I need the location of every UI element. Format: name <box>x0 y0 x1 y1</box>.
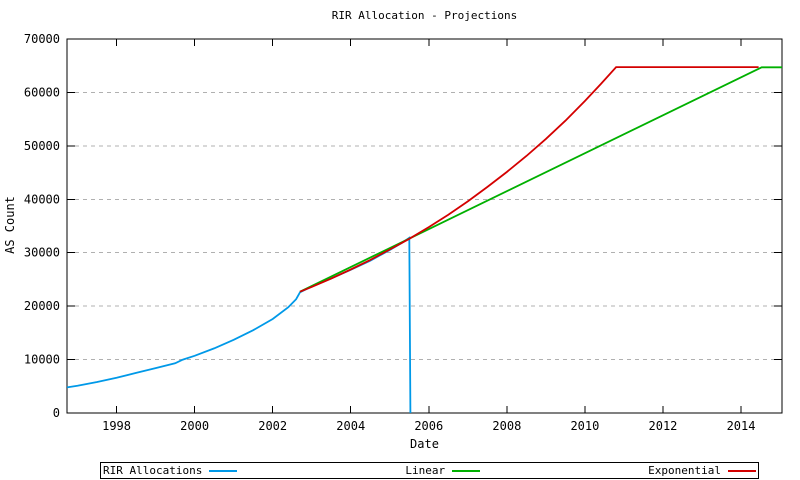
svg-text:1998: 1998 <box>102 419 131 433</box>
svg-text:20000: 20000 <box>24 299 60 313</box>
svg-text:30000: 30000 <box>24 246 60 260</box>
svg-text:2000: 2000 <box>180 419 209 433</box>
svg-text:2008: 2008 <box>492 419 521 433</box>
legend-line-sample-rir-allocations <box>209 469 238 472</box>
legend-line-sample-linear <box>452 469 481 472</box>
svg-text:2006: 2006 <box>414 419 443 433</box>
legend-entry-rir-allocations: RIR Allocations <box>103 464 238 477</box>
svg-text:10000: 10000 <box>24 353 60 367</box>
svg-text:40000: 40000 <box>24 192 60 206</box>
legend-entry-exponential: Exponential <box>648 464 756 477</box>
legend-label-exponential: Exponential <box>648 464 721 477</box>
legend-entry-linear: Linear <box>405 464 481 477</box>
svg-text:2004: 2004 <box>336 419 365 433</box>
svg-text:2014: 2014 <box>727 419 756 433</box>
svg-text:50000: 50000 <box>24 139 60 153</box>
chart-title: RIR Allocation - Projections <box>331 9 518 22</box>
legend-label-linear: Linear <box>405 464 446 477</box>
x-axis-label: Date <box>410 437 439 451</box>
svg-text:70000: 70000 <box>24 32 60 46</box>
svg-text:60000: 60000 <box>24 85 60 99</box>
svg-text:0: 0 <box>53 406 60 420</box>
legend-line-sample-exponential <box>727 469 756 472</box>
legend: RIR Allocations Linear Exponential <box>100 462 759 479</box>
legend-label-rir-allocations: RIR Allocations <box>103 464 203 477</box>
y-axis-label: AS Count <box>3 196 17 254</box>
svg-text:2010: 2010 <box>570 419 599 433</box>
svg-text:2012: 2012 <box>649 419 678 433</box>
svg-text:2002: 2002 <box>258 419 287 433</box>
